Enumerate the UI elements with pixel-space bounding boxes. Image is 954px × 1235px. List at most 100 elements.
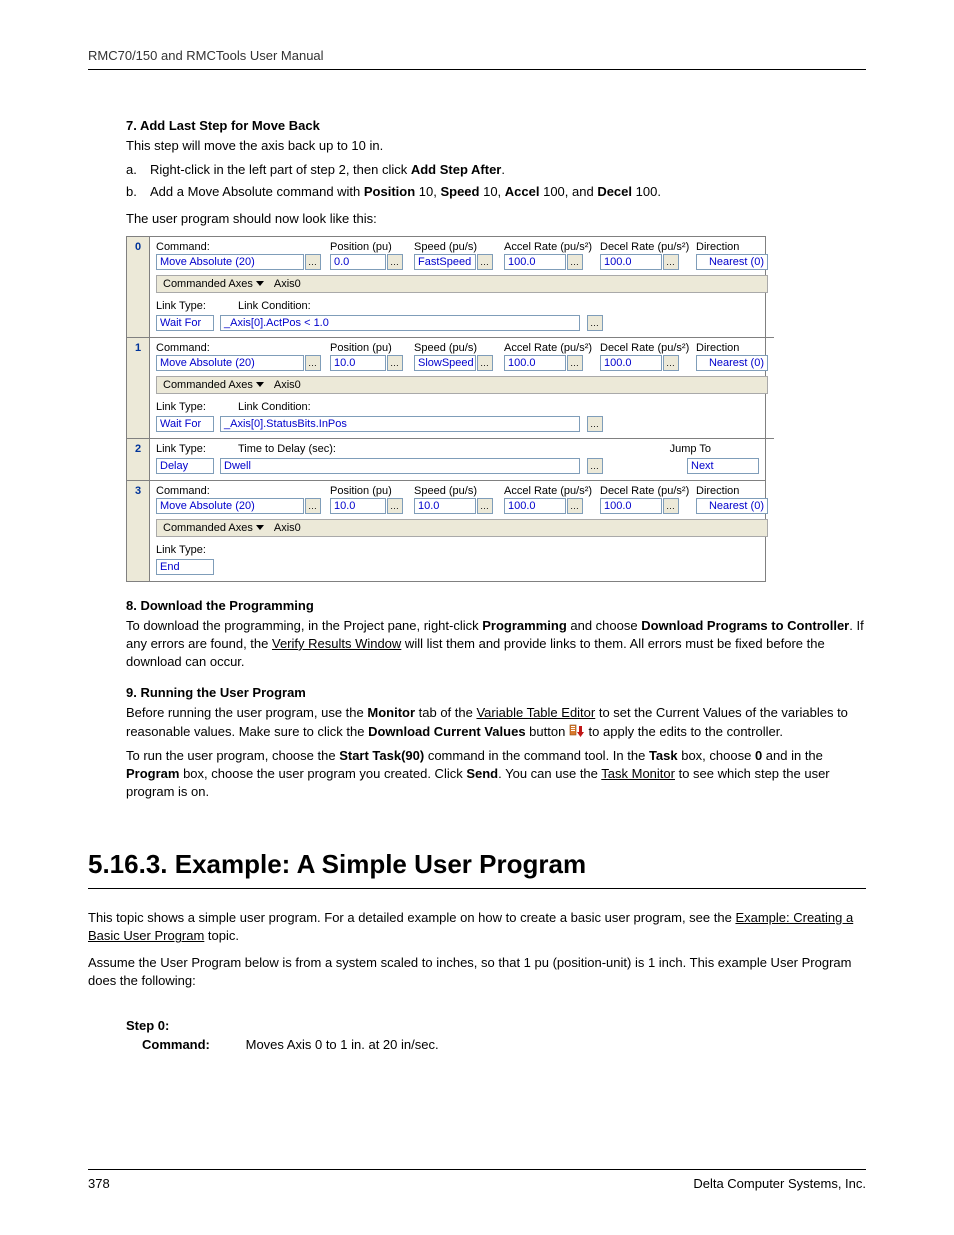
link-type-field[interactable]: Delay	[156, 458, 214, 474]
position-field[interactable]: 10.0	[330, 498, 386, 514]
page-number: 378	[88, 1176, 110, 1191]
direction-field[interactable]: Nearest (0)	[696, 355, 768, 371]
s9-p1b: Monitor	[367, 705, 415, 720]
ex-p1b: topic.	[204, 928, 239, 943]
step0-cmd-label-text: Command:	[142, 1037, 210, 1052]
browse-button[interactable]: …	[567, 498, 583, 514]
step-number-3[interactable]: 3	[127, 481, 150, 581]
list-item-b: b. Add a Move Absolute command with Posi…	[126, 183, 866, 201]
verify-results-link[interactable]: Verify Results Window	[272, 636, 401, 651]
link-cond-field[interactable]: _Axis[0].StatusBits.InPos	[220, 416, 580, 432]
s9-p2e: box, choose	[678, 748, 755, 763]
browse-button[interactable]: …	[387, 498, 403, 514]
label-decel: Decel Rate (pu/s²)	[600, 342, 690, 354]
label-command: Command:	[156, 485, 324, 497]
browse-button[interactable]: …	[477, 254, 493, 270]
label-link-type: Link Type:	[156, 544, 206, 556]
browse-button[interactable]: …	[387, 355, 403, 371]
browse-button[interactable]: …	[663, 355, 679, 371]
label-link-cond: Link Condition:	[238, 401, 311, 413]
label-accel: Accel Rate (pu/s²)	[504, 342, 594, 354]
decel-field[interactable]: 100.0	[600, 498, 662, 514]
label-link-type: Link Type:	[156, 443, 206, 455]
commanded-axes-bar[interactable]: Commanded Axes Axis0	[156, 275, 768, 293]
browse-button[interactable]: …	[663, 254, 679, 270]
browse-button[interactable]: …	[567, 355, 583, 371]
s8-t1: To download the programming, in the Proj…	[126, 618, 482, 633]
link-type-field[interactable]: Wait For	[156, 416, 214, 432]
s9-p2j: Send	[466, 766, 498, 781]
browse-button[interactable]: …	[587, 416, 603, 432]
browse-button[interactable]: …	[305, 254, 321, 270]
command-field[interactable]: Move Absolute (20)	[156, 254, 304, 270]
accel-field[interactable]: 100.0	[504, 498, 566, 514]
label-jump-to: Jump To	[670, 443, 711, 455]
section7-title: 7. Add Last Step for Move Back	[126, 118, 866, 133]
browse-button[interactable]: …	[587, 315, 603, 331]
decel-field[interactable]: 100.0	[600, 355, 662, 371]
label-direction: Direction	[696, 241, 768, 253]
s9-p2c: command in the command tool. In the	[424, 748, 649, 763]
delay-field[interactable]: Dwell	[220, 458, 580, 474]
s7-b-p2v: 10,	[479, 184, 504, 199]
speed-field[interactable]: 10.0	[414, 498, 476, 514]
section9-title: 9. Running the User Program	[126, 685, 866, 700]
step0-title: Step 0:	[126, 1018, 866, 1033]
position-field[interactable]: 10.0	[330, 355, 386, 371]
label-decel: Decel Rate (pu/s²)	[600, 485, 690, 497]
s9-p2a: To run the user program, choose the	[126, 748, 339, 763]
commanded-axes-bar[interactable]: Commanded Axes Axis0	[156, 376, 768, 394]
step-row-1: 1 Command: Move Absolute (20) … Position…	[127, 338, 765, 439]
task-monitor-link[interactable]: Task Monitor	[601, 766, 675, 781]
company-name: Delta Computer Systems, Inc.	[693, 1176, 866, 1191]
link-type-field[interactable]: End	[156, 559, 214, 575]
label-link-type: Link Type:	[156, 401, 206, 413]
step-number-1[interactable]: 1	[127, 338, 150, 439]
decel-field[interactable]: 100.0	[600, 254, 662, 270]
step0-cmd-text: Moves Axis 0 to 1 in. at 20 in/sec.	[246, 1037, 439, 1052]
link-cond-field[interactable]: _Axis[0].ActPos < 1.0	[220, 315, 580, 331]
step-row-0: 0 Command: Move Absolute (20) … Position…	[127, 237, 765, 338]
s9-p1a: Before running the user program, use the	[126, 705, 367, 720]
s9-p1c: tab of the	[415, 705, 476, 720]
s9-p2d: Task	[649, 748, 678, 763]
list-marker-b: b.	[126, 183, 150, 201]
label-position: Position (pu)	[330, 241, 408, 253]
direction-field[interactable]: Nearest (0)	[696, 498, 768, 514]
direction-field[interactable]: Nearest (0)	[696, 254, 768, 270]
ex-p2: Assume the User Program below is from a …	[88, 954, 866, 990]
step-number-2[interactable]: 2	[127, 439, 150, 481]
browse-button[interactable]: …	[587, 458, 603, 474]
program-steps-table: 0 Command: Move Absolute (20) … Position…	[126, 236, 766, 582]
step-number-0[interactable]: 0	[127, 237, 150, 338]
s7-a-period: .	[501, 162, 505, 177]
browse-button[interactable]: …	[305, 355, 321, 371]
browse-button[interactable]: …	[387, 254, 403, 270]
browse-button[interactable]: …	[305, 498, 321, 514]
label-link-cond: Link Condition:	[238, 300, 311, 312]
accel-field[interactable]: 100.0	[504, 355, 566, 371]
ui-screenshot: 0 Command: Move Absolute (20) … Position…	[126, 236, 866, 582]
list-item-a: a. Right-click in the left part of step …	[126, 161, 866, 179]
label-direction: Direction	[696, 342, 768, 354]
accel-field[interactable]: 100.0	[504, 254, 566, 270]
browse-button[interactable]: …	[477, 355, 493, 371]
section7-intro: This step will move the axis back up to …	[126, 137, 866, 155]
browse-button[interactable]: …	[477, 498, 493, 514]
command-field[interactable]: Move Absolute (20)	[156, 498, 304, 514]
download-icon	[569, 724, 585, 740]
s9-p2h: Program	[126, 766, 179, 781]
position-field[interactable]: 0.0	[330, 254, 386, 270]
jump-to-field[interactable]: Next	[687, 458, 759, 474]
chevron-down-icon	[256, 382, 264, 387]
commanded-axes-bar[interactable]: Commanded Axes Axis0	[156, 519, 768, 537]
variable-table-editor-link[interactable]: Variable Table Editor	[476, 705, 595, 720]
s8-b2: Download Programs to Controller	[641, 618, 849, 633]
speed-field[interactable]: FastSpeed	[414, 254, 476, 270]
label-decel: Decel Rate (pu/s²)	[600, 241, 690, 253]
command-field[interactable]: Move Absolute (20)	[156, 355, 304, 371]
speed-field[interactable]: SlowSpeed	[414, 355, 476, 371]
browse-button[interactable]: …	[663, 498, 679, 514]
link-type-field[interactable]: Wait For	[156, 315, 214, 331]
browse-button[interactable]: …	[567, 254, 583, 270]
